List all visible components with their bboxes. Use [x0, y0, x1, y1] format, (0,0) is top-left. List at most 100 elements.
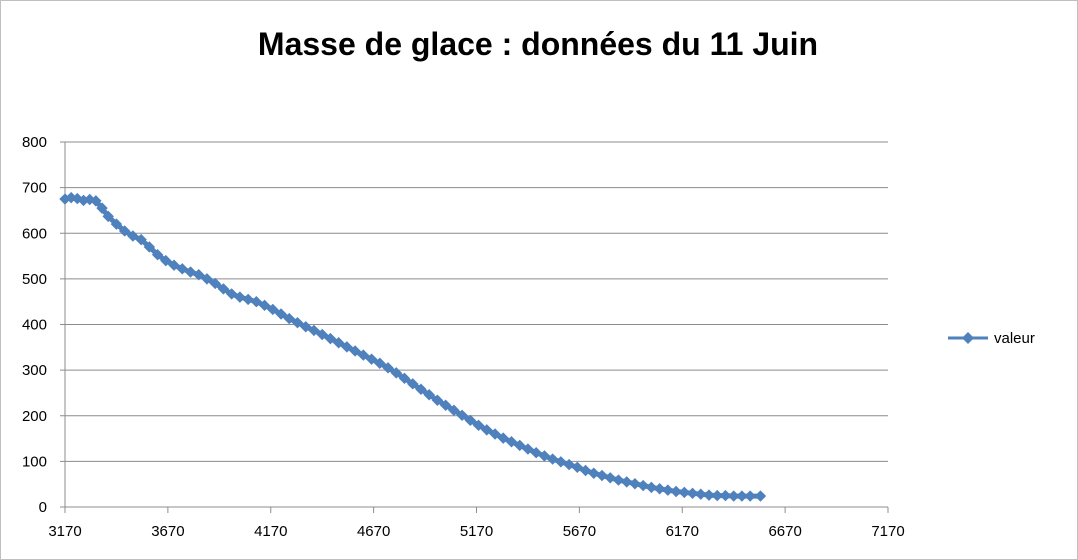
data-point — [670, 485, 682, 498]
y-tick-label: 500 — [22, 271, 47, 288]
y-tick-label: 300 — [22, 362, 47, 379]
data-point — [193, 269, 205, 281]
data-point — [481, 424, 493, 436]
data-point — [678, 486, 691, 499]
data-point — [686, 487, 699, 500]
y-tick-label: 400 — [22, 317, 47, 334]
data-point — [143, 241, 156, 253]
data-point — [300, 321, 312, 333]
y-tick-label: 800 — [22, 134, 47, 151]
data-point — [711, 489, 723, 502]
data-point — [448, 404, 460, 416]
x-tick-label: 6670 — [768, 523, 801, 540]
data-point — [571, 461, 584, 474]
data-point — [110, 218, 123, 230]
data-point — [201, 273, 213, 285]
data-point — [596, 469, 608, 482]
data-point — [316, 328, 328, 341]
data-point — [398, 372, 411, 385]
data-point — [464, 414, 477, 427]
data-point — [258, 299, 271, 312]
data-point — [365, 353, 378, 365]
data-point — [522, 443, 534, 455]
data-point — [250, 295, 263, 308]
series-layer — [59, 191, 767, 502]
data-point — [374, 357, 386, 369]
data-point — [184, 266, 197, 278]
data-point — [349, 345, 361, 357]
data-point — [497, 432, 509, 444]
data-point — [332, 337, 345, 349]
data-point — [555, 456, 567, 468]
x-axis-ticks: 3170 3670 4170 4670 5170 5670 6170 6670 7170 — [48, 507, 905, 540]
data-point — [514, 439, 526, 452]
data-point — [629, 478, 641, 490]
data-point — [538, 450, 551, 462]
data-point — [439, 399, 452, 411]
x-tick-label: 6170 — [666, 523, 699, 540]
y-axis-ticks: 0 100 200 300 400 500 600 700 800 — [22, 134, 65, 516]
data-point — [563, 458, 575, 471]
data-point — [168, 259, 180, 271]
x-tick-label: 4170 — [254, 523, 287, 540]
legend: valeur — [948, 330, 1035, 347]
legend-marker — [962, 332, 974, 344]
data-point — [645, 481, 658, 494]
data-point — [653, 483, 666, 495]
data-point — [505, 436, 518, 448]
data-point — [754, 490, 767, 502]
data-point — [620, 476, 633, 488]
data-point — [579, 464, 592, 477]
data-point — [390, 367, 402, 379]
data-point — [357, 349, 370, 361]
data-point — [234, 291, 246, 303]
data-point — [407, 378, 419, 390]
data-point — [727, 490, 740, 502]
data-point — [604, 472, 616, 484]
data-point — [382, 362, 394, 374]
data-point — [456, 409, 468, 422]
data-point — [695, 488, 707, 500]
data-point — [546, 453, 559, 465]
data-point — [472, 419, 485, 432]
data-point — [341, 341, 353, 353]
x-tick-label: 5170 — [460, 523, 493, 540]
data-point — [415, 383, 427, 395]
data-point — [151, 248, 164, 261]
data-point — [275, 308, 287, 320]
data-point — [135, 233, 147, 246]
data-point — [102, 210, 114, 223]
data-point — [225, 288, 238, 300]
x-tick-label: 7170 — [871, 523, 904, 540]
data-point — [209, 277, 221, 290]
data-point — [267, 303, 279, 316]
data-point — [291, 316, 304, 329]
data-point — [530, 446, 542, 459]
y-tick-label: 700 — [22, 180, 47, 197]
data-point — [242, 293, 254, 306]
data-point — [217, 283, 230, 295]
data-point — [736, 490, 748, 502]
data-point — [324, 332, 337, 345]
y-tick-label: 0 — [39, 499, 47, 516]
data-point — [431, 394, 444, 406]
x-tick-label: 4670 — [357, 523, 390, 540]
x-tick-label: 3170 — [48, 523, 81, 540]
data-point — [176, 263, 188, 275]
data-point — [612, 474, 625, 486]
data-point — [127, 230, 139, 242]
data-point — [703, 489, 715, 501]
x-tick-label: 3670 — [151, 523, 184, 540]
data-point — [588, 467, 600, 479]
y-tick-label: 200 — [22, 408, 47, 425]
data-point — [96, 202, 108, 214]
data-point — [637, 479, 649, 492]
x-tick-label: 5670 — [563, 523, 596, 540]
data-point — [489, 428, 501, 440]
y-tick-label: 600 — [22, 225, 47, 242]
gridlines — [65, 141, 888, 462]
legend-label: valeur — [994, 330, 1035, 347]
series-line-valeur — [62, 195, 763, 499]
